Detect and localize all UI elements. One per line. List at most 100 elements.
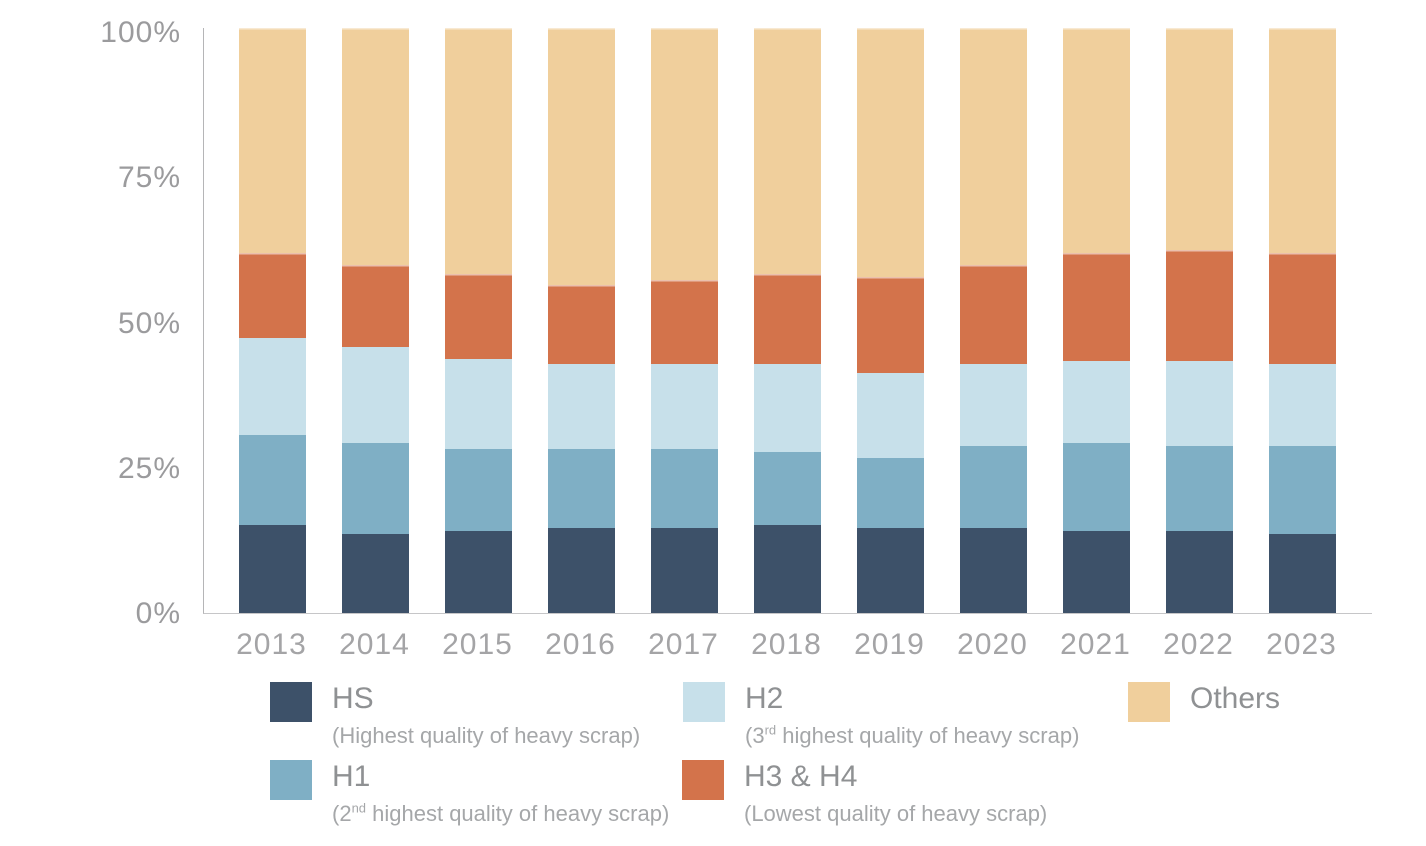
legend-sub-prefix: (Lowest quality of heavy scrap): [744, 801, 1048, 826]
x-axis-label-2020: 2020: [957, 628, 1028, 661]
bar-segment-hs-2019: [857, 528, 924, 613]
legend-sub-sup: rd: [764, 722, 777, 738]
y-axis-tick-label: 25%: [117, 451, 181, 485]
legend-swatch-hs: [270, 682, 312, 722]
legend-label: HS: [332, 682, 374, 715]
x-axis-label-2018: 2018: [751, 628, 822, 661]
bar-segment-h2-2022: [1166, 361, 1233, 447]
x-axis-label-2021: 2021: [1060, 628, 1131, 661]
bar-segment-others-2020: [960, 28, 1027, 265]
bar-segment-others-2023: [1269, 28, 1336, 254]
bar-segment-hs-2022: [1166, 531, 1233, 613]
bar-segment-h3-h4-2016: [548, 285, 615, 365]
bar-segment-others-2022: [1166, 28, 1233, 251]
bar-2019: [857, 28, 924, 613]
legend-swatch-h3-h4: [682, 760, 724, 800]
legend-item-h1: H1 (2nd highest quality of heavy scrap): [270, 760, 669, 826]
bar-segment-h1-2014: [342, 443, 409, 535]
bar-segment-hs-2020: [960, 528, 1027, 613]
x-axis-label-2017: 2017: [648, 628, 719, 661]
bar-segment-hs-2023: [1269, 534, 1336, 613]
bar-segment-h1-2013: [239, 434, 306, 526]
legend-item-h3-h4: H3 & H4 (Lowest quality of heavy scrap): [682, 760, 1047, 826]
y-axis-tick-label: 75%: [117, 161, 181, 195]
x-axis: 2013 2014 2015 2016 2017 2018 2019 2020 2021 2022…: [203, 614, 1372, 661]
bar-segment-hs-2017: [651, 528, 718, 613]
bar-segment-h2-2021: [1063, 361, 1130, 444]
bar-segment-h3-h4-2021: [1063, 253, 1130, 362]
legend-swatch-others: [1128, 682, 1170, 722]
bar-segment-h1-2018: [754, 452, 821, 526]
bar-segment-hs-2013: [239, 525, 306, 613]
legend-label: Others: [1190, 682, 1281, 715]
bar-segment-h2-2023: [1269, 364, 1336, 447]
bar-segment-h1-2015: [445, 449, 512, 532]
bar-segment-hs-2018: [754, 525, 821, 613]
legend-label: H1: [332, 760, 371, 793]
legend-label: H2: [745, 682, 784, 715]
legend-text: H1 (2nd highest quality of heavy scrap): [332, 760, 669, 826]
bar-2017: [651, 28, 718, 613]
bar-segment-h1-2019: [857, 458, 924, 529]
x-axis-label-2015: 2015: [442, 628, 513, 661]
bar-2014: [342, 28, 409, 613]
legend-swatch-h2: [683, 682, 725, 722]
legend-sublabel: (3rd highest quality of heavy scrap): [745, 724, 1079, 748]
legend-text: HS (Highest quality of heavy scrap): [332, 682, 640, 748]
legend-sublabel: (Highest quality of heavy scrap): [332, 724, 640, 748]
bar-segment-h1-2021: [1063, 443, 1130, 532]
bar-segment-hs-2014: [342, 534, 409, 613]
bar-segment-h3-h4-2020: [960, 264, 1027, 365]
bar-segment-others-2014: [342, 28, 409, 265]
bar-segment-h3-h4-2023: [1269, 253, 1336, 365]
plot-area: [203, 28, 1372, 614]
bar-segment-h3-h4-2014: [342, 264, 409, 347]
bar-2015: [445, 28, 512, 613]
bar-segment-others-2016: [548, 28, 615, 286]
legend-sub-prefix: (Highest quality of heavy scrap): [332, 723, 641, 748]
bar-segment-h2-2015: [445, 358, 512, 450]
bar-segment-h2-2014: [342, 346, 409, 444]
bar-segment-h1-2017: [651, 449, 718, 529]
bar-2013: [239, 28, 306, 613]
y-axis-tick-label: 0%: [135, 597, 181, 630]
bar-segment-others-2019: [857, 28, 924, 277]
legend-sub-prefix: (2: [332, 801, 352, 826]
x-axis-label-2014: 2014: [339, 628, 410, 661]
legend-label: H3 & H4: [744, 760, 858, 793]
legend-sub-sup: nd: [351, 800, 367, 816]
legend-sublabel: (2nd highest quality of heavy scrap): [332, 802, 669, 826]
bar-segment-h1-2020: [960, 446, 1027, 529]
y-axis-tick-label: 100%: [100, 16, 181, 49]
bar-segment-h1-2023: [1269, 446, 1336, 535]
bar-segment-h1-2016: [548, 449, 615, 529]
bar-2016: [548, 28, 615, 613]
bar-2023: [1269, 28, 1336, 613]
legend-swatch-h1: [270, 760, 312, 800]
bar-segment-h3-h4-2019: [857, 276, 924, 374]
bar-segment-h2-2013: [239, 338, 306, 435]
bar-segment-hs-2015: [445, 531, 512, 613]
bar-2018: [754, 28, 821, 613]
x-axis-label-2022: 2022: [1163, 628, 1234, 661]
bar-segment-h2-2017: [651, 364, 718, 450]
bar-segment-others-2018: [754, 28, 821, 274]
bar-2020: [960, 28, 1027, 613]
bar-segment-h2-2020: [960, 364, 1027, 447]
legend-sublabel: (Lowest quality of heavy scrap): [744, 802, 1047, 826]
legend-sub-prefix: (3: [745, 723, 765, 748]
bar-segment-h2-2019: [857, 373, 924, 458]
legend-text: H2 (3rd highest quality of heavy scrap): [745, 682, 1079, 748]
x-axis-label-2019: 2019: [854, 628, 925, 661]
legend-text: H3 & H4 (Lowest quality of heavy scrap): [744, 760, 1047, 826]
legend-item-hs: HS (Highest quality of heavy scrap): [270, 682, 640, 748]
bar-segment-hs-2016: [548, 528, 615, 613]
bar-segment-others-2015: [445, 28, 512, 274]
legend-item-h2: H2 (3rd highest quality of heavy scrap): [683, 682, 1079, 748]
bar-segment-h3-h4-2022: [1166, 250, 1233, 362]
legend-sub-rest: highest quality of heavy scrap): [366, 801, 670, 826]
y-axis: 100% 75% 50% 25% 0%: [0, 16, 181, 630]
bar-segment-others-2017: [651, 28, 718, 280]
bar-segment-h3-h4-2013: [239, 253, 306, 339]
